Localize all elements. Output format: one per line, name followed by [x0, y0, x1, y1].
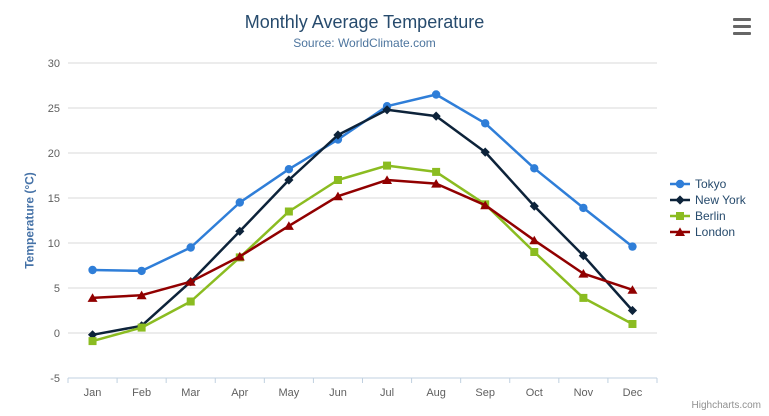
data-point-triangle[interactable] [283, 221, 294, 230]
data-point-circle[interactable] [235, 198, 244, 207]
x-tick-label: Sep [475, 387, 495, 399]
data-point-circle[interactable] [88, 265, 97, 275]
legend-label: New York [695, 193, 746, 207]
tokyo-circle-marker-icon [670, 179, 690, 189]
data-point-circle[interactable] [186, 243, 195, 252]
data-point-square[interactable] [383, 161, 392, 170]
data-point-circle[interactable] [675, 179, 685, 189]
data-point-square[interactable] [628, 320, 637, 328]
x-tick-label: May [278, 387, 299, 399]
data-point-circle[interactable] [137, 266, 146, 276]
data-point-diamond[interactable] [431, 111, 441, 121]
data-point-triangle[interactable] [234, 251, 245, 261]
data-point-circle[interactable] [628, 242, 637, 251]
data-point-square[interactable] [676, 212, 684, 220]
data-point-triangle[interactable] [529, 235, 540, 245]
data-point-square[interactable] [333, 176, 342, 184]
data-point-diamond[interactable] [578, 251, 588, 261]
data-point-triangle[interactable] [578, 269, 589, 278]
y-tick-label: 15 [48, 193, 60, 205]
x-tick-label: Mar [181, 387, 200, 399]
data-point-triangle[interactable] [675, 227, 685, 236]
data-point-square[interactable] [530, 248, 539, 256]
y-tick-label: 5 [54, 283, 60, 295]
data-point-diamond[interactable] [382, 105, 392, 115]
legend-item-tokyo[interactable]: Tokyo [670, 176, 746, 192]
data-point-triangle[interactable] [87, 293, 98, 302]
data-point-diamond[interactable] [675, 195, 685, 205]
chart-title: Monthly Average Temperature [244, 12, 485, 32]
x-tick-label: Apr [231, 387, 248, 399]
export-menu-button[interactable] [733, 18, 751, 36]
x-tick-label: Feb [132, 387, 151, 399]
x-tick-label: Jul [380, 387, 394, 399]
series-line[interactable] [92, 178, 633, 300]
legend-item-london[interactable]: London [670, 224, 746, 240]
data-point-triangle[interactable] [431, 179, 442, 188]
data-point-circle[interactable] [579, 203, 588, 213]
chart-subtitle: Source: WorldClimate.com [293, 36, 436, 50]
data-point-square[interactable] [186, 297, 195, 306]
x-tick-label: Nov [574, 387, 594, 399]
highcharts-credit[interactable]: Highcharts.com [691, 400, 761, 411]
data-point-triangle[interactable] [382, 175, 393, 184]
new-york-diamond-marker-icon [670, 195, 690, 205]
data-point-circle[interactable] [481, 119, 490, 128]
data-point-diamond[interactable] [480, 147, 490, 157]
x-tick-label: Jun [329, 387, 347, 399]
x-tick-label: Aug [426, 387, 446, 399]
data-point-circle[interactable] [530, 164, 539, 173]
data-point-diamond[interactable] [627, 305, 638, 316]
data-point-triangle[interactable] [627, 285, 638, 294]
data-point-square[interactable] [137, 323, 146, 332]
data-point-triangle[interactable] [185, 277, 196, 286]
x-tick-label: Oct [526, 387, 543, 399]
data-point-diamond[interactable] [529, 201, 539, 211]
y-tick-label: 25 [48, 103, 60, 115]
y-tick-label: 10 [48, 238, 60, 250]
legend-label: Tokyo [695, 177, 727, 191]
y-tick-label: -5 [50, 373, 60, 385]
data-point-triangle[interactable] [480, 200, 491, 210]
data-point-square[interactable] [284, 207, 293, 216]
y-tick-label: 0 [54, 328, 60, 340]
y-tick-label: 20 [48, 148, 60, 160]
legend-item-new-york[interactable]: New York [670, 192, 746, 208]
legend: Tokyo New York Berlin London [670, 176, 746, 240]
series-line[interactable] [92, 93, 634, 273]
series-line[interactable] [92, 164, 634, 343]
data-point-circle[interactable] [284, 165, 294, 174]
hamburger-icon [733, 18, 751, 21]
data-point-square[interactable] [432, 167, 441, 176]
legend-label: Berlin [695, 209, 726, 223]
x-tick-label: Dec [623, 387, 643, 399]
berlin-square-marker-icon [670, 212, 690, 220]
series-new-york[interactable] [87, 105, 638, 340]
legend-item-berlin[interactable]: Berlin [670, 208, 746, 224]
data-point-diamond[interactable] [87, 330, 98, 340]
y-tick-label: 30 [48, 58, 60, 70]
data-point-diamond[interactable] [235, 226, 245, 236]
hamburger-icon [733, 25, 751, 28]
data-point-diamond[interactable] [284, 175, 294, 185]
series-tokyo[interactable] [88, 90, 637, 276]
data-point-diamond[interactable] [333, 130, 343, 140]
legend-label: London [695, 225, 736, 239]
x-tick-label: Jan [84, 387, 102, 399]
data-point-square[interactable] [579, 293, 588, 302]
data-point-triangle[interactable] [332, 191, 343, 201]
data-point-circle[interactable] [431, 90, 441, 99]
series-line[interactable] [92, 108, 634, 337]
data-point-triangle[interactable] [136, 290, 147, 300]
hamburger-icon [733, 32, 751, 35]
series-london[interactable] [87, 175, 638, 302]
data-point-square[interactable] [88, 337, 97, 346]
y-axis-title: Temperature (°C) [22, 172, 37, 269]
london-triangle-marker-icon [670, 227, 690, 236]
